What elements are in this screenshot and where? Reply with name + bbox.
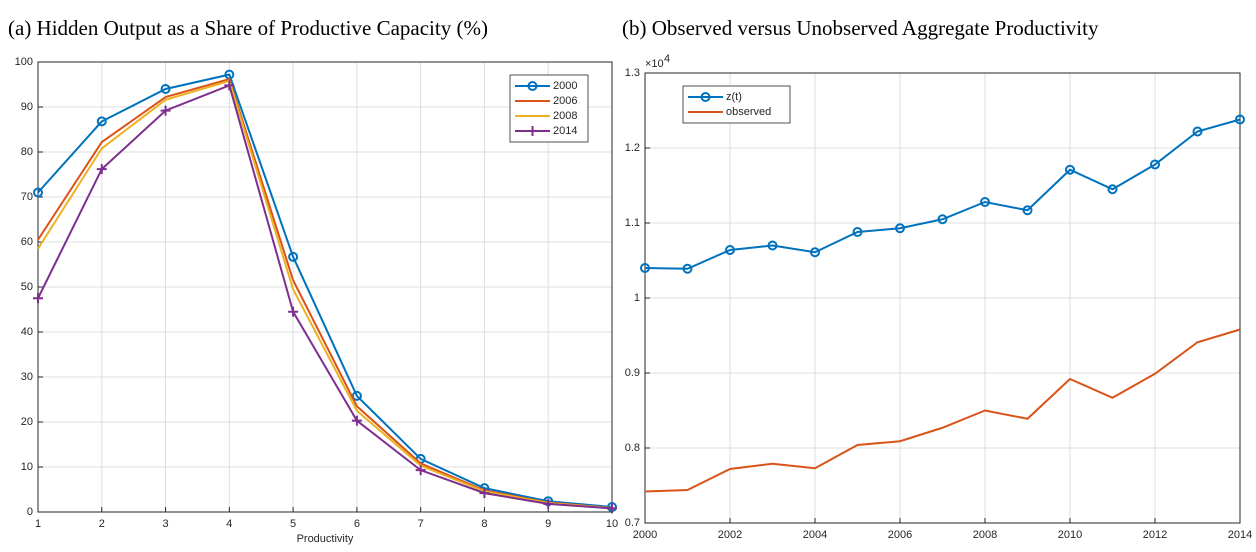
legend-label: 2000 [553, 80, 577, 92]
marker [415, 465, 426, 476]
marker [288, 306, 299, 317]
axes-box [644, 72, 1241, 524]
series-line [37, 73, 613, 509]
y-tick-label: 70 [21, 191, 33, 203]
marker [852, 227, 863, 237]
x-tick-label: 2014 [1228, 529, 1252, 541]
marker [33, 187, 43, 198]
marker [96, 116, 107, 127]
marker [224, 80, 235, 91]
x-tick-label: 6 [354, 518, 360, 530]
marker [543, 498, 554, 509]
y-tick-label: 0.8 [625, 442, 640, 454]
marker [351, 390, 362, 401]
chart-title: (a) Hidden Output as a Share of Producti… [8, 16, 488, 40]
marker [288, 251, 299, 262]
x-tick-label: 2000 [633, 529, 657, 541]
x-tick-label: 2006 [888, 529, 912, 541]
y-tick-label: 60 [21, 236, 33, 248]
y-tick-label: 50 [21, 281, 33, 293]
marker [1235, 114, 1245, 125]
y-tick-label: 1 [634, 292, 640, 304]
series-line [644, 118, 1241, 270]
y-tick-label: 0.9 [625, 367, 640, 379]
y-tick-label: 0 [27, 506, 33, 518]
chart-title: (b) Observed versus Unobserved Aggregate… [622, 16, 1099, 40]
x-tick-label: 2008 [973, 529, 997, 541]
marker [33, 293, 43, 304]
legend-marker [527, 81, 538, 91]
legend-label: observed [726, 106, 771, 118]
x-tick-label: 1 [35, 518, 41, 530]
y-tick-label: 40 [21, 326, 33, 338]
y-tick-label: 1.1 [625, 217, 640, 229]
y-tick-label: 80 [21, 146, 33, 158]
x-axis-label: Productivity [297, 533, 354, 545]
x-tick-label: 9 [545, 518, 551, 530]
y-tick-label: 100 [15, 56, 33, 68]
legend-label: 2014 [553, 125, 577, 137]
marker [160, 84, 171, 94]
x-tick-label: 2010 [1058, 529, 1082, 541]
x-tick-label: 2004 [803, 529, 827, 541]
marker [351, 415, 362, 426]
y-tick-label: 0.7 [625, 517, 640, 529]
y-multiplier: ×10 [645, 58, 664, 70]
legend-marker [700, 92, 711, 102]
marker [607, 503, 617, 514]
x-tick-label: 2012 [1143, 529, 1167, 541]
x-tick-label: 3 [162, 518, 168, 530]
x-tick-label: 10 [606, 518, 618, 530]
marker [1107, 184, 1118, 195]
y-tick-label: 30 [21, 371, 33, 383]
marker [1065, 164, 1075, 175]
marker [96, 164, 107, 175]
legend-label: z(t) [726, 91, 742, 103]
marker [1022, 205, 1033, 216]
x-tick-label: 4 [226, 518, 232, 530]
marker [937, 214, 948, 225]
y-tick-label: 20 [21, 416, 33, 428]
marker [1150, 159, 1160, 170]
marker [810, 247, 820, 258]
x-tick-label: 5 [290, 518, 296, 530]
legend-marker [527, 126, 538, 136]
series-line [37, 84, 613, 510]
marker [479, 488, 490, 499]
x-tick-label: 8 [481, 518, 487, 530]
axes-box [37, 61, 613, 513]
marker [895, 223, 905, 234]
y-tick-label: 90 [21, 101, 33, 113]
marker [767, 240, 778, 251]
x-tick-label: 2002 [718, 529, 742, 541]
y-tick-label: 1.3 [625, 67, 640, 79]
series-line [644, 328, 1241, 493]
marker [640, 263, 650, 273]
marker [160, 105, 171, 116]
x-tick-label: 2 [99, 518, 105, 530]
legend-label: 2008 [553, 110, 577, 122]
y-multiplier-exponent: 4 [664, 53, 670, 65]
marker [682, 263, 693, 274]
y-tick-label: 1.2 [625, 142, 640, 154]
marker [980, 197, 990, 207]
marker [1192, 126, 1203, 137]
x-tick-label: 7 [418, 518, 424, 530]
legend-label: 2006 [553, 95, 577, 107]
marker [725, 245, 735, 255]
series-line [37, 79, 613, 510]
y-tick-label: 10 [21, 461, 33, 473]
legend-box [682, 85, 791, 124]
